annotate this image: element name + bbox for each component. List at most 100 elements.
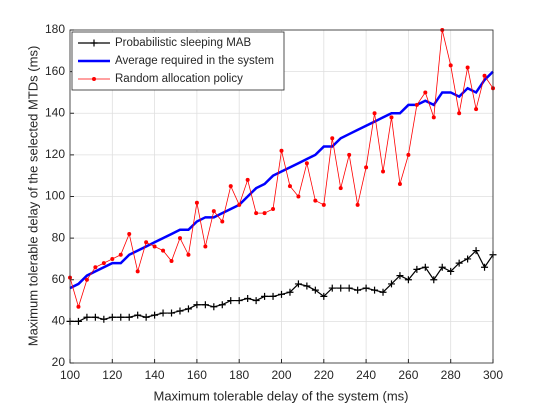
point: [117, 313, 125, 321]
point: [142, 313, 150, 321]
point: [406, 152, 411, 157]
point: [287, 184, 292, 189]
x-tick-label: 180: [229, 368, 249, 382]
point: [161, 248, 166, 253]
point: [431, 115, 436, 120]
point: [286, 288, 294, 296]
point: [371, 286, 379, 294]
point: [244, 294, 252, 302]
x-tick-label: 160: [187, 368, 207, 382]
point: [218, 301, 226, 309]
point: [91, 313, 99, 321]
y-tick-label: 140: [45, 105, 65, 119]
point: [184, 305, 192, 313]
point: [203, 244, 208, 249]
x-tick-label: 100: [60, 368, 80, 382]
x-tick-label: 220: [314, 368, 334, 382]
point: [84, 277, 89, 282]
point: [159, 309, 167, 317]
point: [338, 186, 343, 191]
legend-marker: [92, 77, 96, 81]
point: [304, 161, 309, 166]
point: [421, 263, 429, 271]
point: [379, 288, 387, 296]
point: [413, 265, 421, 273]
point: [83, 313, 91, 321]
point: [125, 313, 133, 321]
point: [220, 219, 225, 224]
point: [235, 297, 243, 305]
point: [313, 198, 318, 203]
point: [457, 111, 462, 116]
point: [328, 284, 336, 292]
point: [337, 284, 345, 292]
point: [303, 282, 311, 290]
y-tick-label: 60: [52, 272, 66, 286]
point: [404, 276, 412, 284]
point: [108, 313, 116, 321]
y-tick-label: 100: [45, 189, 65, 203]
point: [254, 211, 259, 216]
legend-label: Random allocation policy: [115, 73, 243, 85]
point: [447, 267, 455, 275]
legend-marker: [90, 39, 98, 47]
point: [93, 265, 98, 270]
point: [438, 263, 446, 271]
point: [347, 152, 352, 157]
point: [474, 107, 479, 112]
point: [135, 269, 140, 274]
point: [396, 272, 404, 280]
x-tick-label: 260: [398, 368, 418, 382]
point: [269, 292, 277, 300]
point: [330, 136, 335, 141]
y-tick-label: 120: [45, 147, 65, 161]
point: [320, 292, 328, 300]
point: [430, 276, 438, 284]
y-tick-label: 160: [45, 64, 65, 78]
point: [364, 165, 369, 170]
point: [100, 315, 108, 323]
x-tick-label: 280: [441, 368, 461, 382]
point: [228, 184, 233, 189]
point: [355, 202, 360, 207]
point: [389, 115, 394, 120]
point: [278, 290, 285, 298]
plot-frame: [69, 29, 494, 364]
point: [127, 231, 132, 236]
y-tick-label: 40: [52, 314, 66, 328]
x-tick-label: 300: [483, 368, 503, 382]
point: [177, 236, 182, 241]
point: [76, 304, 81, 309]
x-tick-label: 200: [271, 368, 291, 382]
point: [186, 252, 191, 257]
legend-label: Probabilistic sleeping MAB: [115, 37, 251, 49]
point: [464, 255, 472, 263]
point: [311, 286, 319, 294]
point: [134, 311, 142, 319]
point: [296, 194, 301, 199]
x-tick-label: 120: [102, 368, 122, 382]
point: [176, 307, 184, 315]
point: [397, 182, 402, 187]
point: [345, 284, 353, 292]
point: [387, 280, 395, 288]
point: [279, 148, 284, 153]
point: [144, 240, 149, 245]
point: [152, 244, 157, 249]
point: [74, 317, 82, 325]
y-tick-label: 20: [52, 355, 66, 369]
x-tick-label: 240: [356, 368, 376, 382]
point: [423, 90, 428, 95]
point: [261, 292, 269, 300]
point: [201, 301, 209, 309]
point: [211, 209, 216, 214]
x-axis-label: Maximum tolerable delay of the system (m…: [153, 388, 408, 403]
y-tick-label: 80: [52, 230, 66, 244]
point: [237, 202, 242, 207]
point: [118, 252, 123, 257]
point: [110, 256, 115, 261]
point: [262, 211, 267, 216]
point: [294, 280, 302, 288]
x-tick-label: 140: [145, 368, 165, 382]
